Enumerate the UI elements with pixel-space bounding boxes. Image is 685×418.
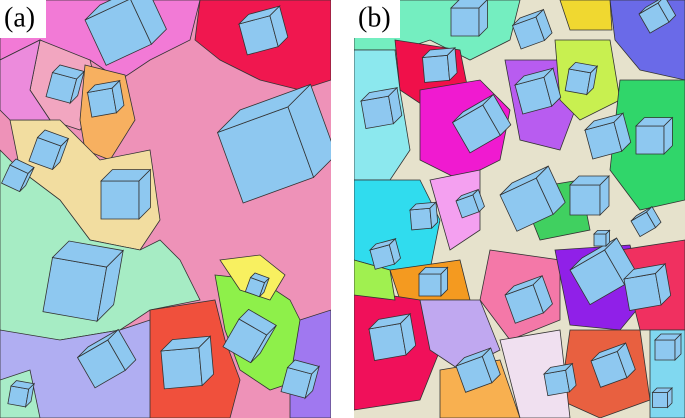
grain — [429, 169, 481, 251]
grain — [559, 0, 613, 31]
orientation-cube — [19, 167, 35, 192]
orientation-cube — [400, 313, 417, 356]
orientation-cube — [667, 387, 673, 409]
orientation-cube — [616, 342, 636, 379]
orientation-cube — [440, 266, 449, 297]
orientation-cube — [657, 0, 677, 23]
orientation-cube — [535, 8, 553, 42]
orientation-cube — [586, 65, 598, 96]
orientation-cube — [565, 362, 577, 393]
orientation-cube — [478, 0, 488, 37]
panel-a-map — [0, 0, 331, 418]
orientation-cube — [646, 205, 662, 229]
orientation-cube — [450, 7, 480, 37]
grain — [499, 329, 571, 418]
orientation-cube — [663, 116, 673, 155]
orientation-cube — [652, 392, 668, 408]
orientation-cube — [24, 382, 35, 409]
orientation-cube — [605, 229, 610, 247]
orientation-cube — [107, 328, 137, 371]
orientation-cube — [269, 5, 289, 48]
orientation-cube — [655, 263, 672, 306]
orientation-cube — [138, 168, 151, 220]
orientation-cube — [368, 322, 407, 361]
orientation-cube — [599, 175, 610, 216]
orientation-cube — [623, 272, 662, 311]
orientation-cube — [304, 365, 320, 400]
orientation-cube — [638, 0, 662, 15]
orientation-cube — [42, 257, 108, 322]
label-box — [0, 0, 46, 38]
orientation-cube — [7, 385, 30, 408]
orientation-cube — [569, 184, 601, 216]
orientation-cube — [422, 54, 451, 83]
orientation-cube — [429, 201, 439, 230]
orientation-cube — [87, 87, 117, 118]
orientation-cube — [100, 180, 140, 220]
orientation-cube — [482, 93, 512, 136]
orientation-cube — [96, 249, 124, 323]
orientation-cube — [388, 86, 403, 125]
orientation-cube — [674, 333, 682, 361]
label-box — [354, 0, 400, 38]
orientation-cube — [613, 112, 632, 152]
orientation-cube — [543, 67, 562, 107]
orientation-cube — [450, 0, 488, 9]
orientation-cube — [259, 277, 270, 298]
orientation-cube — [388, 238, 401, 265]
panel-label: (b) — [358, 2, 391, 33]
orientation-cube — [481, 347, 501, 384]
orientation-cube — [69, 70, 85, 105]
orientation-cube — [635, 125, 665, 155]
orientation-cube — [409, 207, 433, 231]
orientation-cube — [198, 335, 214, 387]
orientation-cube — [593, 233, 607, 247]
orientation-cube — [654, 339, 676, 361]
panel-label: (a) — [4, 2, 35, 33]
orientation-cube — [250, 325, 277, 363]
orientation-cube — [564, 68, 592, 95]
orientation-cube — [160, 347, 203, 390]
orientation-cube — [532, 275, 553, 314]
orientation-cube — [130, 0, 167, 45]
orientation-cube — [287, 83, 331, 179]
orientation-cube — [472, 188, 485, 213]
grain — [0, 39, 51, 121]
orientation-cube — [84, 0, 129, 21]
orientation-cube — [360, 95, 394, 130]
orientation-cube — [446, 46, 458, 82]
orientation-cube — [111, 79, 125, 114]
orientation-cube — [543, 369, 570, 397]
orientation-cube — [52, 138, 69, 170]
orientation-cube — [535, 165, 566, 216]
orientation-cube — [418, 273, 442, 297]
panel-b-map — [354, 0, 685, 418]
